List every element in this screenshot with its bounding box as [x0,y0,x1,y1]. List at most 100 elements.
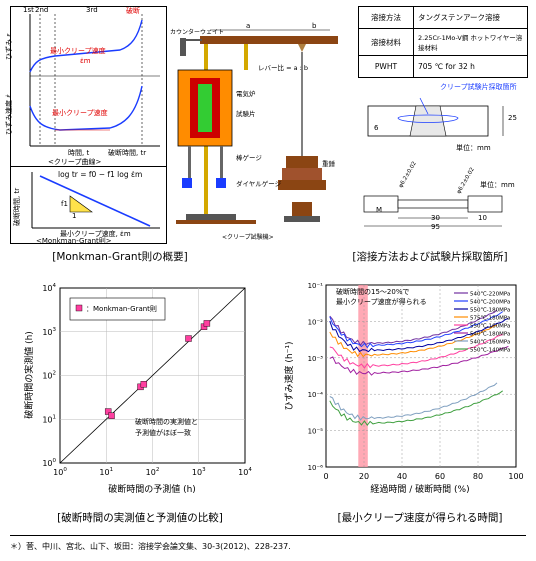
scatter-identity-line [59,287,246,464]
scatter-legend-text: ：Monkman-Grant則 [86,304,157,313]
strain-ytick-label: 10⁻⁶ [308,464,324,472]
monkman-divider [10,166,167,167]
dim-25: 25 [508,114,517,122]
scatter-point [185,335,192,342]
scatter-xtick-label: 104 [238,467,252,477]
strain-legend-label: 550℃-140MPa [470,347,510,354]
machine-caption: <クリープ試験機> [222,234,274,241]
mg-equation: log tr = f0 − f1 log ε̇m [58,170,143,179]
strain-legend-label: 550℃-160MPa [470,323,510,330]
min-creep-rate-label-top: 最小クリープ速度 [50,47,106,55]
xlabel-time: 時間, t [68,149,90,157]
weld-material-label: 溶接材料 [358,28,414,56]
weld-material-value: 2.25Cr-1Mo-V鋼 ホットワイヤー溶接材料 [413,28,528,56]
dial-gauge-right [216,178,226,188]
strain-rate-curve [29,85,143,131]
eps-m-label: ε̇m [80,57,91,65]
strain-xtick-label: 60 [435,472,445,481]
min-rate-band [358,285,368,467]
counterweight-label: カウンターウェイト [170,29,225,36]
scatter-xtick-label: 100 [53,467,67,477]
strain-series-line [329,324,498,358]
scatter-ytick-label: 100 [42,458,56,468]
length-30: 30 [431,214,440,222]
strain-rate-chart: 0 20 40 60 80 100 10⁻¹ 10⁻² 10⁻³ 10⁻⁴ 10⁻⁵ 10⁻⁶ 540… [283,282,524,495]
mg-caption: <Monkman-Grant則> [36,237,112,245]
ylabel-strain: ひずみ ε [5,32,13,60]
caption-scatter: [破断時間の実測値と予測値の比較] [57,512,223,524]
dim-6: 6 [374,124,379,132]
strain-legend-label: 540℃-180MPa [470,331,510,338]
stage-1st: 1st [23,6,34,14]
scatter-xtick-label: 103 [192,467,206,477]
footnote-divider [10,535,526,536]
ylabel-strain-rate: ひずみ速度 ε̇ [5,93,13,135]
strain-legend-label: 540℃-220MPa [470,291,510,298]
strain-series-line [329,345,509,376]
weld-conditions-table: 溶接方法 タングステンアーク溶接 溶接材料 2.25Cr-1Mo-V鋼 ホットワ… [358,6,528,78]
strain-annotation-2: 最小クリープ速度が得られる [336,297,427,306]
length-95: 95 [431,223,440,231]
strain-ytick-label: 10⁻⁵ [308,428,324,436]
strain-ytick-label: 10⁻² [308,318,324,326]
f1-label: f1 [61,200,68,208]
creep-curve-caption: <クリープ曲線> [48,158,102,166]
ylabel-rupture-time-mg: 破断時間, tr [13,187,21,226]
scatter-xtick-label: 102 [146,467,160,477]
stage-3rd: 3rd [86,6,98,14]
table-row: 溶接材料 2.25Cr-1Mo-V鋼 ホットワイヤー溶接材料 [358,28,528,56]
dim-b: b [312,22,317,30]
dial-gauge-left [182,178,192,188]
creep-curve-plot [29,14,160,147]
lever-ratio: レバー比 = a : b [258,64,309,72]
scatter-legend-box [69,297,166,321]
length-10: 10 [478,214,487,222]
scatter-xtick-label: 101 [99,467,113,477]
footnote: ＊）菅、中川、宮北、山下、坂田：溶接学会論文集、30-3(2012)、228-2… [10,542,291,551]
monkman-grant-sketch [31,172,160,229]
xlabel-min-creep-rate: 最小クリープ速度, ε̇m [60,230,131,238]
strain-legend-label: 575℃-180MPa [470,315,510,322]
caption-weld-method: [溶接方法および試験片採取箇所] [352,251,508,263]
creep-strain-curve [29,19,143,73]
scatter-point [108,412,115,419]
furnace-label: 電気炉 [236,90,256,98]
one-label: 1 [72,212,77,220]
strain-legend-label: 540℃-160MPa [470,339,510,346]
weld-method-value: タングステンアーク溶接 [413,6,528,29]
caption-monkman-grant: [Monkman-Grant則の概要] [52,251,188,263]
monkman-panel [10,6,167,244]
rod-label: 棒ゲージ [236,154,262,162]
weld-method-label: 溶接方法 [358,6,414,29]
scatter-ytick-label: 101 [42,414,56,424]
scatter-point [203,320,211,327]
counterweight [180,38,186,56]
scatter-legend-marker [75,304,83,312]
strain-xtick-label: 100 [508,472,523,481]
pwht-label: PWHT [358,55,414,78]
strain-legend-label: 550℃-180MPa [470,307,510,314]
scatter-ytick-label: 103 [42,327,56,337]
weight-label: 重錘 [322,160,335,168]
table-row: PWHT 705 ℃ for 32 h [358,55,528,78]
strain-xtick-label: 80 [473,472,483,481]
stage-rupture: 破断 [126,7,140,15]
strain-series-line [329,334,503,369]
dim-a: a [246,22,251,30]
scatter-annotation-1: 破断時間の実測値と [135,417,198,426]
xlabel-rupture-time: 破断時間, tr [108,149,147,157]
thread-m: M [376,206,383,214]
scatter-annotation-2: 予測値がほぼ一致 [135,428,191,437]
creep-machine-drawing [176,29,338,224]
scatter-ytick-label: 102 [42,371,56,381]
scatter-ytick-label: 104 [42,283,56,293]
strain-legend-label: 540℃-200MPa [470,299,510,306]
strain-series-line [329,311,503,349]
strain-xtick-label: 0 [323,472,328,481]
strain-series-line [329,317,509,353]
dial-gauge-label: ダイヤルゲージ [236,180,282,188]
strain-ylabel: ひずみ速度 (h⁻¹) [283,342,295,411]
stage-2nd: 2nd [35,6,49,14]
strain-series-line [329,390,503,427]
